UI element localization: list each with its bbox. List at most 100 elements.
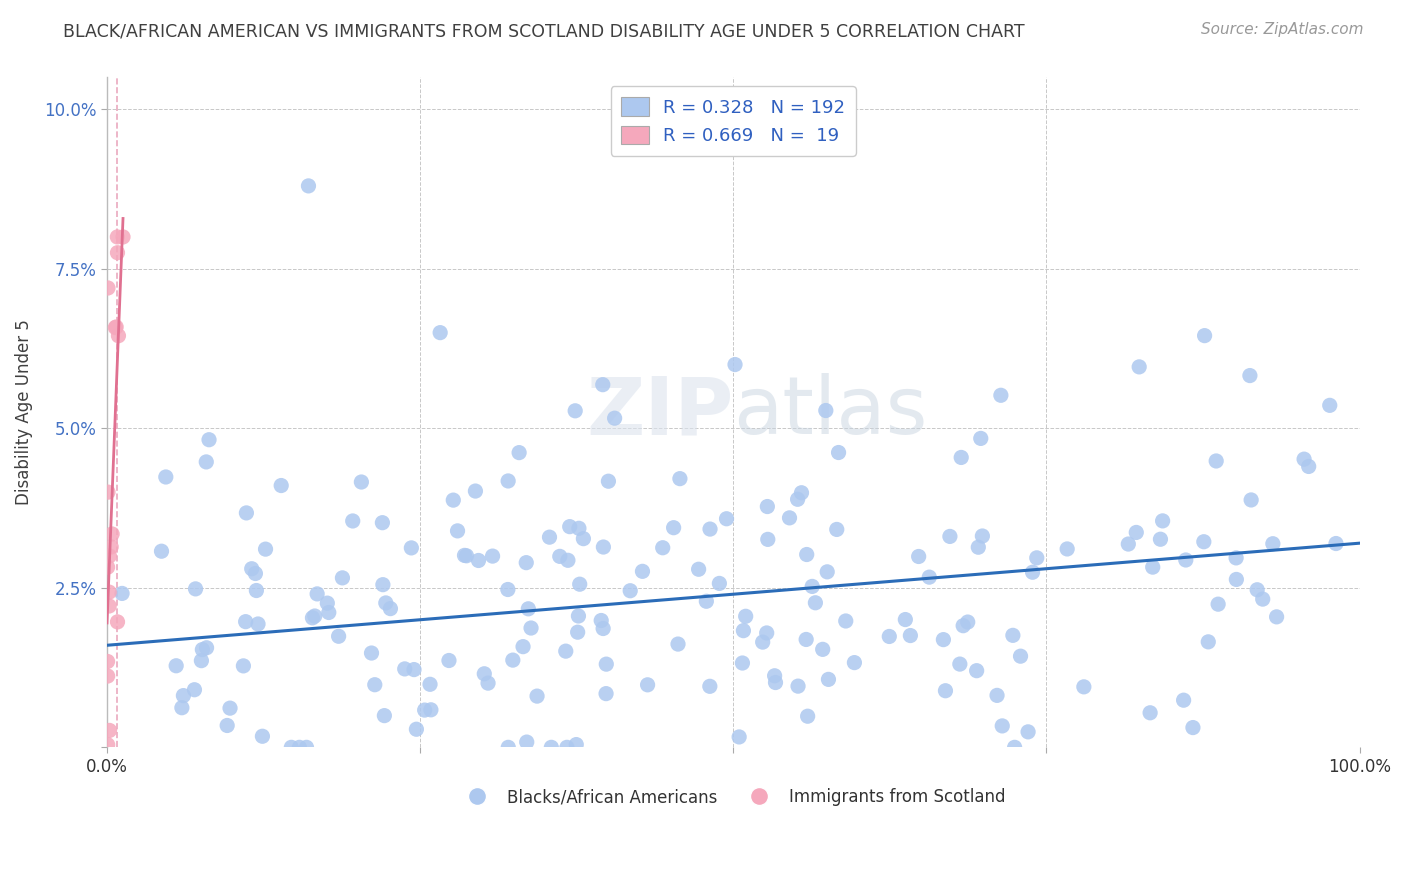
Point [1261, 537, 1284, 551]
Point [318, 606, 340, 620]
Point [1194, 328, 1216, 343]
Point [297, 178, 319, 193]
Point [815, 565, 838, 579]
Point [252, 729, 274, 743]
Point [796, 548, 818, 562]
Point [907, 549, 929, 564]
Point [595, 657, 617, 672]
Text: atlas: atlas [734, 374, 928, 451]
Point [165, 658, 187, 673]
Point [350, 475, 373, 489]
Point [107, 245, 129, 260]
Point [540, 740, 562, 755]
Point [446, 524, 468, 538]
Point [598, 474, 620, 488]
Point [538, 530, 561, 544]
Text: BLACK/AFRICAN AMERICAN VS IMMIGRANTS FROM SCOTLAND DISABILITY AGE UNDER 5 CORREL: BLACK/AFRICAN AMERICAN VS IMMIGRANTS FRO… [63, 22, 1025, 40]
Point [567, 609, 589, 624]
Point [190, 654, 212, 668]
Point [232, 659, 254, 673]
Point [453, 549, 475, 563]
Point [603, 411, 626, 425]
Point [100, 540, 122, 554]
Point [441, 493, 464, 508]
Point [786, 492, 808, 507]
Point [592, 540, 614, 554]
Point [97, 738, 120, 752]
Point [669, 472, 692, 486]
Point [1001, 628, 1024, 642]
Point [98, 599, 121, 613]
Point [1225, 573, 1247, 587]
Point [565, 738, 588, 752]
Point [456, 549, 478, 563]
Point [631, 565, 654, 579]
Point [496, 474, 519, 488]
Point [765, 675, 787, 690]
Point [97, 560, 120, 574]
Point [364, 678, 387, 692]
Point [1192, 534, 1215, 549]
Point [516, 735, 538, 749]
Point [1240, 492, 1263, 507]
Point [97, 655, 120, 669]
Point [481, 549, 503, 563]
Point [1246, 582, 1268, 597]
Point [1152, 514, 1174, 528]
Point [666, 637, 689, 651]
Point [288, 740, 311, 755]
Point [591, 614, 613, 628]
Point [817, 673, 839, 687]
Point [967, 540, 990, 554]
Y-axis label: Disability Age Under 5: Disability Age Under 5 [15, 319, 32, 506]
Point [98, 549, 121, 563]
Point [107, 615, 129, 629]
Point [170, 700, 193, 714]
Point [295, 740, 318, 755]
Point [879, 630, 901, 644]
Point [235, 615, 257, 629]
Point [568, 577, 591, 591]
Point [956, 615, 979, 629]
Point [934, 683, 956, 698]
Point [496, 582, 519, 597]
Point [373, 708, 395, 723]
Point [247, 617, 270, 632]
Point [619, 583, 641, 598]
Point [844, 656, 866, 670]
Point [235, 506, 257, 520]
Point [716, 512, 738, 526]
Point [105, 320, 128, 334]
Text: Source: ZipAtlas.com: Source: ZipAtlas.com [1201, 22, 1364, 37]
Point [548, 549, 571, 564]
Point [97, 669, 120, 683]
Point [564, 404, 586, 418]
Point [695, 594, 717, 608]
Point [751, 635, 773, 649]
Point [245, 566, 267, 581]
Point [371, 516, 394, 530]
Point [568, 521, 591, 535]
Point [219, 701, 242, 715]
Point [1206, 597, 1229, 611]
Point [1025, 550, 1047, 565]
Point [555, 740, 578, 755]
Point [104, 320, 127, 334]
Point [688, 562, 710, 576]
Point [898, 628, 921, 642]
Point [520, 621, 543, 635]
Point [709, 576, 731, 591]
Point [1239, 368, 1261, 383]
Point [734, 609, 756, 624]
Point [97, 281, 120, 295]
Point [1142, 560, 1164, 574]
Point [332, 571, 354, 585]
Point [592, 622, 614, 636]
Point [184, 582, 207, 596]
Point [1173, 693, 1195, 707]
Point [111, 230, 134, 244]
Point [464, 484, 486, 499]
Point [101, 527, 124, 541]
Point [814, 403, 837, 417]
Point [1319, 398, 1341, 412]
